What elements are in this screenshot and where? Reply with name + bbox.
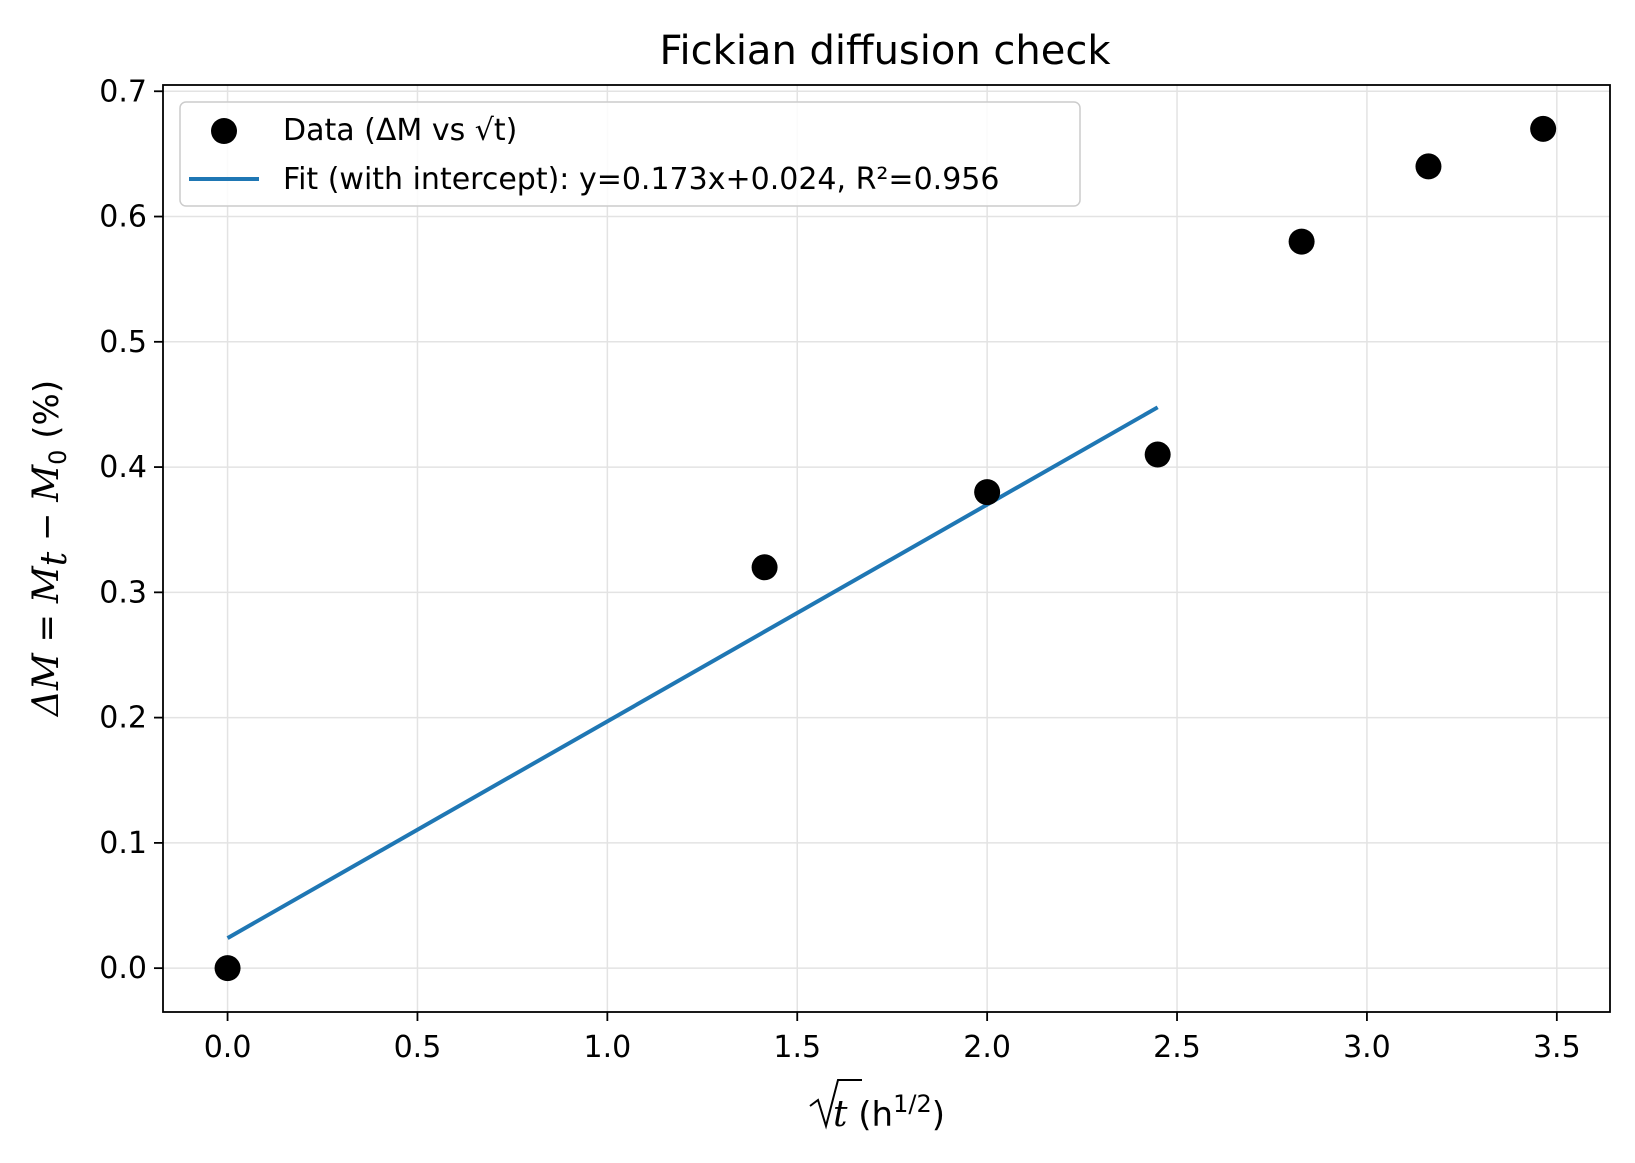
y-axis-label-m1-sub: t <box>34 551 75 566</box>
x-axis-label-unit-open: (h <box>847 1095 893 1135</box>
x-tick-label: 3.5 <box>1533 1030 1581 1065</box>
x-tick-label: 0.0 <box>204 1030 252 1065</box>
data-point <box>1415 153 1442 180</box>
x-tick-label: 1.0 <box>583 1030 631 1065</box>
legend-entry-data: Data (ΔM vs √t) <box>283 113 517 148</box>
y-tick-label: 0.1 <box>99 826 147 861</box>
data-point <box>214 955 241 982</box>
y-axis-label-lhs: ΔM <box>26 652 67 718</box>
fit-line <box>226 405 1159 940</box>
x-tick-label: 2.0 <box>963 1030 1011 1065</box>
y-axis-label-eq: = <box>27 603 67 653</box>
fit-line-layer <box>226 405 1159 940</box>
y-axis-label-unit: (%) <box>27 380 67 450</box>
y-axis-label-m2-sub: 0 <box>44 450 72 465</box>
data-points-layer <box>214 115 1557 982</box>
data-point <box>751 554 778 581</box>
x-axis-label-var: t <box>833 1094 848 1135</box>
y-axis-label-m2: M <box>26 464 67 503</box>
data-point <box>1288 228 1315 255</box>
x-tick-label: 3.0 <box>1343 1030 1391 1065</box>
y-tick-label: 0.7 <box>99 74 147 109</box>
y-axis-ticks: 0.0 0.1 0.2 0.3 0.4 0.5 0.6 0.7 <box>99 74 163 986</box>
x-axis-label: t (h1/2) <box>809 1079 945 1135</box>
x-tick-label: 2.5 <box>1153 1030 1201 1065</box>
y-tick-label: 0.5 <box>99 325 147 360</box>
y-tick-label: 0.0 <box>99 951 147 986</box>
x-tick-label: 0.5 <box>394 1030 442 1065</box>
data-point <box>974 479 1001 506</box>
legend-scatter-marker-icon <box>211 118 237 144</box>
legend-box <box>179 101 1081 207</box>
y-axis-label-m1: M <box>26 565 67 604</box>
legend: Data (ΔM vs √t) Fit (with intercept): y=… <box>179 101 1081 207</box>
data-point <box>1144 441 1171 468</box>
y-axis-label: ΔM = Mt − M0 (%) <box>26 380 75 718</box>
x-axis-label-unit-close: ) <box>932 1095 945 1135</box>
x-tick-label: 1.5 <box>773 1030 821 1065</box>
plot-area-frame <box>162 84 1611 1013</box>
y-axis-label-minus: − <box>27 502 67 552</box>
y-tick-label: 0.2 <box>99 701 147 736</box>
y-tick-label: 0.4 <box>99 450 147 485</box>
sqrt-radical-icon <box>809 1079 862 1130</box>
y-tick-label: 0.3 <box>99 575 147 610</box>
x-axis-label-unit-sup: 1/2 <box>893 1090 932 1118</box>
chart-title: Fickian diffusion check <box>659 28 1111 74</box>
legend-entry-fit: Fit (with intercept): y=0.173x+0.024, R²… <box>283 162 999 197</box>
x-axis-ticks: 0.0 0.5 1.0 1.5 2.0 2.5 3.0 3.5 <box>204 1012 1581 1065</box>
grid <box>163 85 1610 1012</box>
data-point <box>1530 115 1557 142</box>
svg-text:t (h1/2): t (h1/2) <box>833 1090 945 1135</box>
y-tick-label: 0.6 <box>99 200 147 235</box>
